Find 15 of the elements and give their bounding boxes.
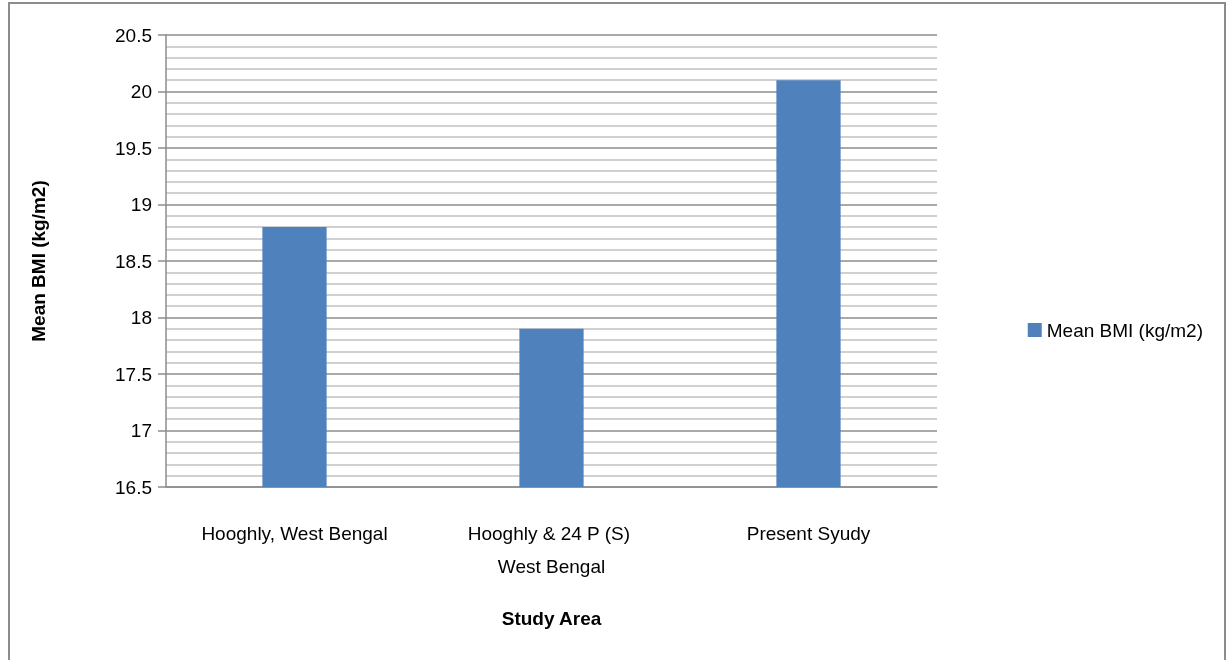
- x-tick-label: Hooghly & 24 P (S) West Bengal: [467, 523, 636, 577]
- x-axis-title: Study Area: [501, 608, 602, 629]
- y-tick-label: 18: [130, 307, 152, 328]
- x-tick-label: Present Syudy: [746, 523, 871, 544]
- x-tick-label: Hooghly, West Bengal: [201, 523, 388, 544]
- y-tick-label: 20.5: [115, 24, 152, 46]
- y-tick-label: 17.5: [115, 363, 152, 385]
- y-tick-label: 19: [130, 194, 152, 215]
- y-axis-title: Mean BMI (kg/m2): [28, 180, 49, 342]
- y-tick-label: 18.5: [115, 250, 152, 272]
- y-tick-label: 20: [130, 81, 152, 102]
- y-tick-label: 16.5: [115, 476, 152, 498]
- y-tick-label: 17: [130, 420, 152, 441]
- legend-label: Mean BMI (kg/m2): [1046, 319, 1204, 341]
- y-tick-label: 19.5: [115, 137, 152, 159]
